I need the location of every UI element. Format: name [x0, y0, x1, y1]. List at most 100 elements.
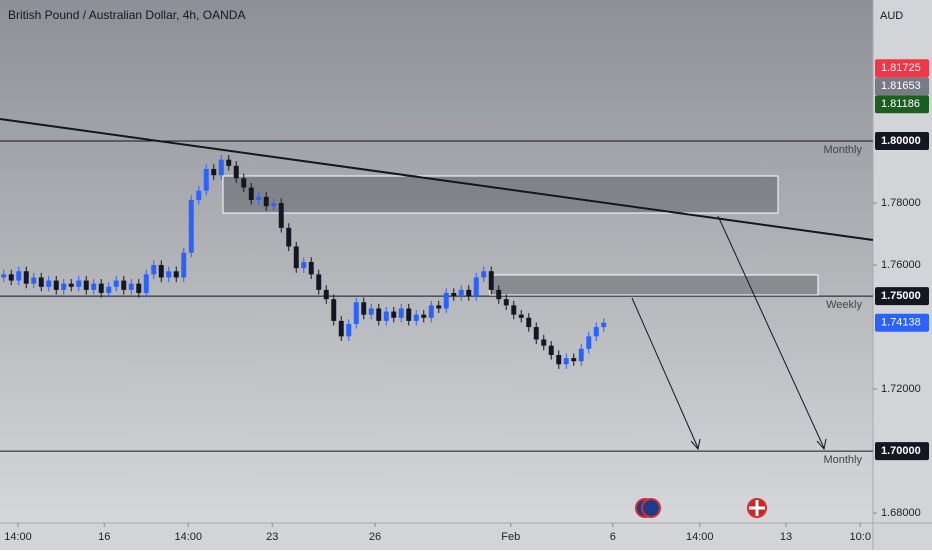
level-price-box	[875, 442, 929, 461]
candle-body	[121, 280, 127, 290]
arrow	[631, 297, 699, 449]
candle-body	[361, 302, 367, 315]
candle-body	[106, 286, 112, 293]
x-tick-label: 10:0	[850, 531, 871, 543]
candle-body	[376, 308, 382, 321]
candle-body	[413, 314, 419, 321]
plot-background	[0, 0, 873, 523]
candle-body	[443, 292, 449, 309]
candle-body	[436, 305, 442, 309]
candle-body	[173, 271, 179, 278]
y-tick-label: 1.78000	[881, 197, 921, 209]
candle-body	[1, 274, 7, 278]
candle-body	[181, 252, 187, 278]
x-tick-label: 6	[610, 531, 616, 543]
supply-zone	[489, 274, 819, 296]
candle-body	[338, 320, 344, 337]
candle-body	[241, 178, 247, 188]
y-tick-label: 1.68000	[881, 507, 921, 519]
candle-body	[601, 322, 607, 328]
price-label-box	[875, 59, 929, 78]
candle-body	[323, 289, 329, 300]
level-price-label: 1.70000	[881, 445, 921, 457]
candle-body	[128, 283, 134, 290]
candle-body	[346, 323, 352, 337]
arrow-head	[690, 438, 701, 451]
candle-body	[368, 308, 374, 315]
candle-body	[218, 159, 224, 176]
candle-body	[158, 265, 164, 278]
candle-body	[113, 280, 119, 287]
candle-body	[473, 277, 479, 297]
level-note: Monthly	[823, 144, 862, 156]
candle-body	[8, 274, 14, 281]
candle-body	[211, 168, 217, 176]
candle-body	[331, 299, 337, 321]
level-note: Monthly	[823, 454, 862, 466]
price-label-box	[875, 313, 929, 332]
candle-body	[256, 196, 262, 200]
x-tick-label: 13	[780, 531, 792, 543]
candle-body	[556, 354, 562, 365]
x-tick-label: Feb	[501, 531, 520, 543]
x-tick-label: 14:00	[686, 531, 714, 543]
candle-body	[406, 308, 412, 321]
candle-body	[548, 345, 554, 355]
candle-body	[76, 280, 82, 287]
candle-body	[188, 199, 194, 253]
candle-body	[68, 283, 74, 287]
candle-body	[308, 261, 314, 275]
candle-body	[151, 265, 157, 275]
event-icon[interactable]	[641, 498, 661, 518]
candle-body	[496, 289, 502, 300]
price-label: 1.81653	[881, 80, 921, 92]
candle-body	[83, 280, 89, 290]
candle-body	[541, 339, 547, 346]
candle-body	[278, 203, 284, 228]
candle-body	[398, 308, 404, 318]
candle-body	[263, 196, 269, 207]
candle-body	[166, 271, 172, 278]
candle-body	[16, 271, 22, 281]
x-tick-label: 26	[369, 531, 381, 543]
level-price-label: 1.75000	[881, 290, 921, 302]
candle-body	[533, 327, 539, 340]
candle-body	[233, 165, 239, 179]
candle-body	[53, 280, 59, 290]
candle-body	[466, 289, 472, 297]
candle-body	[578, 348, 584, 362]
time-axis	[0, 523, 873, 550]
x-tick-label: 14:00	[4, 531, 32, 543]
candle-body	[271, 203, 277, 207]
price-label: 1.74138	[881, 317, 921, 329]
candle-body	[353, 302, 359, 324]
candle-body	[248, 187, 254, 200]
level-price-box	[875, 132, 929, 151]
x-tick-label: 23	[266, 531, 278, 543]
price-label-box	[875, 77, 929, 96]
candle-body	[316, 274, 322, 290]
price-label-box	[875, 95, 929, 114]
candle-body	[503, 299, 509, 306]
candle-body	[226, 159, 232, 166]
candle-body	[293, 246, 299, 269]
candle-body	[203, 168, 209, 191]
candle-body	[196, 190, 202, 200]
candle-body	[31, 277, 37, 284]
candle-body	[23, 271, 29, 284]
currency-label: AUD	[880, 10, 903, 22]
candle-body	[46, 280, 52, 287]
x-tick-label: 16	[98, 531, 110, 543]
candle-body	[61, 283, 67, 290]
price-label: 1.81725	[881, 62, 921, 74]
trend-line	[0, 118, 874, 241]
candle-body	[38, 277, 44, 287]
level-note: Weekly	[826, 299, 862, 311]
candle-body	[481, 271, 487, 278]
candle-body	[143, 274, 149, 293]
candle-body	[488, 271, 494, 290]
candle-body	[301, 261, 307, 269]
candle-body	[451, 292, 457, 297]
